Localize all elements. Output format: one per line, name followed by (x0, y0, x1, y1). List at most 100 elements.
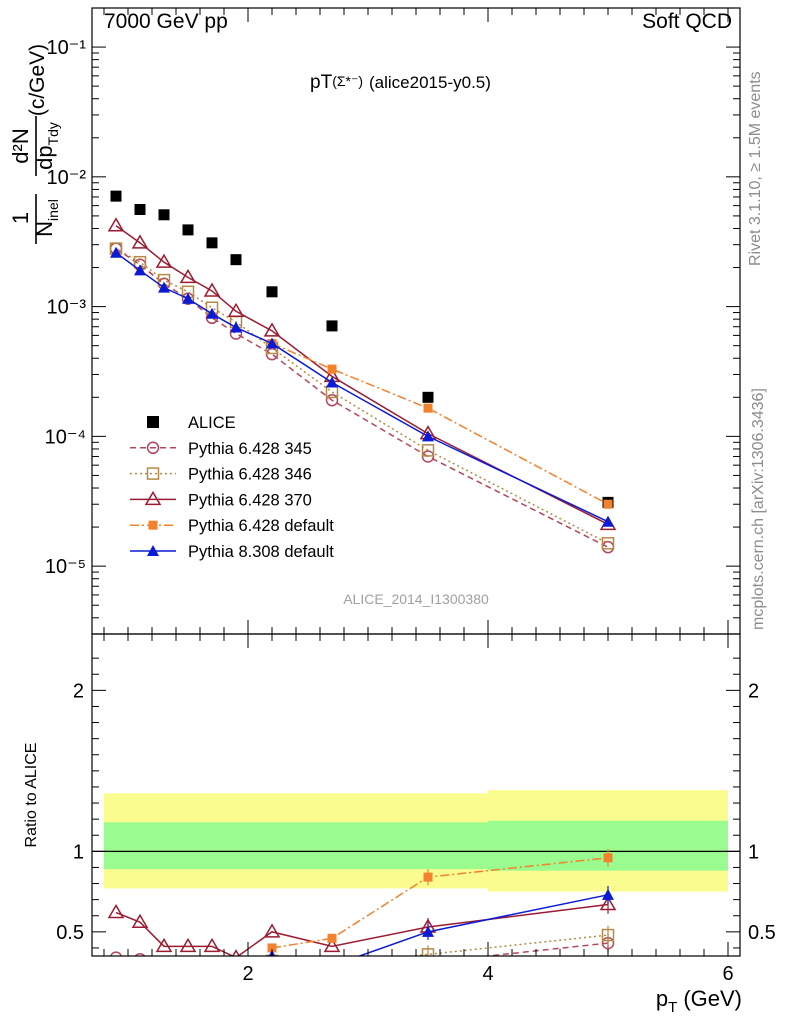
y-tick-label: 10⁻¹ (47, 37, 87, 59)
ratio-point (423, 872, 433, 882)
header-right: Soft QCD (642, 10, 732, 33)
data-point (110, 190, 122, 202)
y-tick-label: 10⁻³ (47, 297, 87, 319)
main-data (107, 190, 617, 554)
y-axis-label: 1 Ninel d²N dpTdy (c/GeV) (8, 44, 61, 244)
legend-item: Pythia 6.428 370 (130, 490, 312, 509)
ratio-point (327, 933, 337, 943)
legend-label: Pythia 6.428 346 (188, 466, 312, 484)
ratio-point (601, 928, 615, 942)
legend-item: Pythia 8.308 default (130, 543, 334, 561)
legend-marker (147, 416, 159, 428)
ratio-y-tick-label: 2 (748, 680, 759, 702)
data-point (263, 322, 281, 337)
y-tick-label: 10⁻² (47, 167, 87, 189)
ratio-line (272, 894, 609, 956)
x-tick-label: 2 (242, 963, 253, 985)
series-pythia-6-428-346 (109, 242, 615, 550)
ratio-series-pythia-6-428-370 (107, 895, 617, 956)
legend-label: Pythia 6.428 default (188, 517, 334, 535)
data-point (266, 286, 278, 298)
ratio-line (271, 857, 609, 949)
ratio-point (109, 951, 123, 956)
data-point (601, 540, 615, 554)
ratio-point (231, 960, 242, 971)
ratio-series-pythia-6-428-default (267, 848, 613, 953)
data-point (155, 253, 173, 268)
ratio-y-tick-label: 0.5 (56, 922, 84, 944)
series-line (271, 342, 609, 505)
ratio-point (134, 952, 146, 956)
ratio-point (203, 937, 221, 953)
ratio-point (265, 954, 279, 956)
legend-label: Pythia 6.428 345 (188, 440, 312, 458)
data-point (134, 264, 146, 276)
ratio-point (231, 963, 242, 974)
legend-marker (144, 490, 162, 506)
data-point (131, 234, 149, 249)
data-point (182, 224, 194, 236)
ratio-point (599, 895, 617, 911)
ratio-point (107, 904, 125, 919)
data-point (158, 281, 170, 293)
series-line (115, 247, 609, 544)
ratio-point (327, 959, 338, 970)
ratio-data (92, 790, 740, 974)
legend-item: Pythia 6.428 346 (130, 466, 312, 484)
data-point (203, 282, 221, 297)
series-pythia-8-308-default (110, 246, 614, 527)
ratio-point (268, 954, 276, 956)
data-point (227, 302, 245, 318)
legend-marker (148, 520, 158, 530)
series-line (115, 225, 609, 526)
ratio-point (207, 960, 218, 971)
ratio-point (267, 943, 277, 953)
ratio-panel: 0.5 0.5 1 1 2 2 2 4 6 (56, 633, 776, 985)
data-point (158, 209, 170, 221)
ratio-point (179, 937, 197, 953)
plot-title: pT(Σ*⁻) (alice2015-y0.5) (310, 72, 491, 93)
ratio-series-pythia-6-428-346 (159, 925, 615, 971)
series-alice (110, 190, 614, 508)
data-point (134, 204, 146, 216)
y-tick-label: 10⁻⁵ (45, 556, 86, 578)
data-point (110, 246, 122, 258)
watermark: ALICE_2014_I1300380 (343, 591, 489, 607)
legend-marker (147, 545, 159, 556)
ratio-point (323, 937, 341, 953)
ylabel-n: Ninel (32, 199, 61, 237)
legend-item: ALICE (147, 414, 236, 432)
legend: ALICE Pythia 6.428 345 Pythia 6.428 346 Pyt… (130, 414, 334, 561)
data-point (179, 268, 197, 284)
legend-item: Pythia 6.428 345 (130, 440, 312, 458)
series-line (115, 247, 609, 548)
main-frame (91, 7, 741, 635)
x-tick-label: 6 (722, 963, 733, 985)
plot-title-particle: (Σ*⁻) (332, 73, 363, 89)
plot-title-tag: (alice2015-y0.5) (369, 73, 491, 92)
data-point (326, 376, 338, 388)
ratio-point (263, 923, 281, 938)
legend-label: Pythia 8.308 default (188, 543, 334, 561)
y-tick-label: 10⁻⁴ (45, 426, 86, 448)
data-point (107, 217, 125, 232)
ratio-y-label: Ratio to ALICE (23, 743, 40, 848)
legend-marker (146, 441, 160, 455)
ratio-point (159, 959, 170, 970)
ratio-point (326, 960, 338, 971)
ratio-point (159, 959, 170, 970)
data-point (602, 515, 614, 527)
ratio-point (131, 913, 149, 928)
data-point (182, 292, 194, 304)
data-point (230, 321, 242, 333)
ratio-point (603, 853, 613, 863)
series-pythia-6-428-370 (107, 217, 617, 531)
uncertainty-band-inner (104, 822, 488, 870)
legend-marker (146, 467, 160, 480)
data-point (422, 430, 434, 442)
ylabel-unit: (c/GeV) (26, 44, 49, 116)
data-point (230, 254, 242, 266)
ratio-point (602, 888, 614, 900)
data-point (421, 444, 435, 457)
